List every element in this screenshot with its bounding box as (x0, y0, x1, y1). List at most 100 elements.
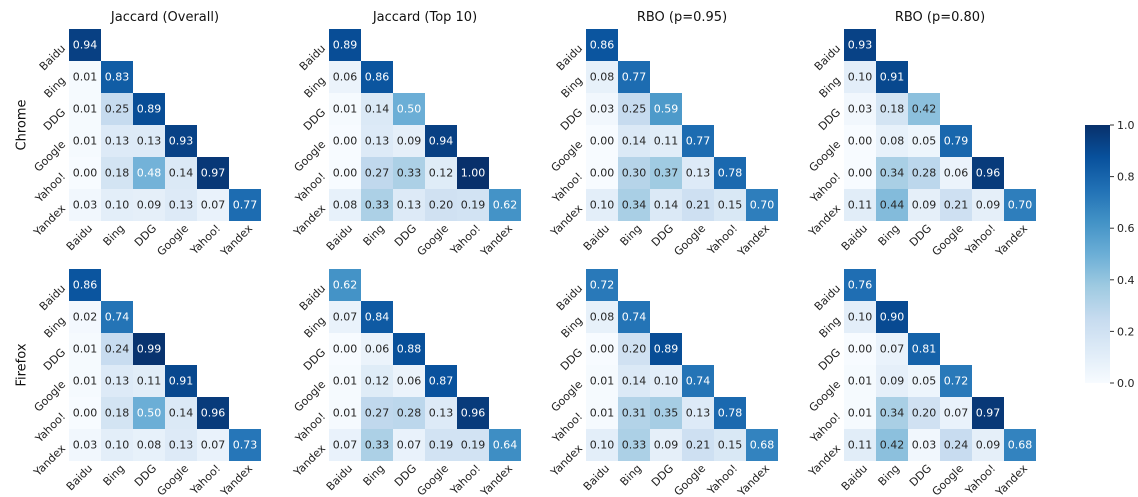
cell-value-label: 0.87 (429, 375, 454, 388)
y-tick-label-yandex: Yandex (806, 202, 844, 240)
heatmap-cell (618, 333, 650, 365)
heatmap-cell (714, 429, 746, 461)
heatmap-cell (361, 125, 393, 157)
cell-value-label: 0.06 (333, 71, 358, 84)
heatmap-cell (908, 157, 940, 189)
cell-value-label: 0.03 (590, 103, 615, 116)
heatmap-cell (361, 189, 393, 221)
cell-value-label: 0.86 (590, 39, 615, 52)
heatmap-cell (586, 429, 618, 461)
cell-value-label: 0.44 (880, 199, 905, 212)
heatmap-cell (457, 429, 489, 461)
cell-value-label: 0.06 (365, 343, 390, 356)
cell-value-label: 0.08 (590, 71, 615, 84)
x-tick-label-ddg: DDG (649, 222, 676, 249)
heatmap-cell (329, 61, 361, 93)
heatmap-cell (844, 157, 876, 189)
cell-value-label: 0.88 (397, 343, 422, 356)
cell-value-label: 0.91 (169, 375, 194, 388)
panel-firefox-jaccard-overall: 0.86 0.02 0.74 0.01 0.24 0.99 0.01 0.13 0.11 0.91… (31, 269, 261, 497)
heatmap-cell (101, 93, 133, 125)
cell-value-label: 0.18 (105, 167, 130, 180)
y-tick-label-yahoo: Yahoo! (549, 410, 585, 446)
heatmap-cell (876, 301, 908, 333)
y-tick-label-yandex: Yandex (548, 202, 586, 240)
heatmap-cell (908, 397, 940, 429)
cell-value-label: 0.86 (365, 71, 390, 84)
cell-value-label: 0.10 (848, 71, 873, 84)
x-tick-label-google: Google (414, 222, 451, 259)
panel-chrome-jaccard-overall: Jaccard (Overall) 0.94 0.01 0.83 0.01 0.25 0.8… (31, 10, 261, 259)
cell-value-label: 0.01 (73, 103, 98, 116)
cell-value-label: 0.15 (718, 199, 743, 212)
panel-chrome-rbo-p-0-80: RBO (p=0.80) 0.93 0.10 0.91 0.03 0.18 0.42 0.00… (806, 10, 1036, 259)
x-tick-label-bing: Bing (361, 462, 388, 489)
heatmap-cell (361, 61, 393, 93)
y-tick-label-baidu: Baidu (37, 282, 68, 313)
heatmap-cell (908, 125, 940, 157)
heatmap-cell (329, 93, 361, 125)
heatmap-cell (682, 397, 714, 429)
cell-value-label: 0.15 (718, 439, 743, 452)
x-tick-label-ddg: DDG (649, 462, 676, 489)
x-tick-label-baidu: Baidu (64, 222, 95, 253)
heatmap-cell (876, 157, 908, 189)
heatmap-cell (69, 189, 101, 221)
heatmap-cell (69, 429, 101, 461)
heatmap-cell (682, 157, 714, 189)
heatmap-cell (133, 93, 165, 125)
cell-value-label: 0.13 (169, 199, 194, 212)
cell-value-label: 0.77 (233, 199, 258, 212)
cell-value-label: 0.11 (137, 375, 162, 388)
heatmap-cell (69, 93, 101, 125)
heatmap-cell (940, 397, 972, 429)
cell-value-label: 0.37 (654, 167, 679, 180)
y-tick-label-yandex: Yandex (548, 442, 586, 480)
heatmap-cell (618, 189, 650, 221)
colorbar: 0.0 0.2 0.4 0.6 0.8 1.0 (1085, 119, 1135, 390)
y-tick-label-baidu: Baidu (37, 42, 68, 73)
heatmap-cell (844, 429, 876, 461)
heatmap-cell (586, 29, 618, 61)
cell-value-label: 0.10 (590, 439, 615, 452)
cell-value-label: 0.11 (848, 199, 873, 212)
cell-value-label: 0.19 (461, 199, 486, 212)
heatmap-cell (457, 397, 489, 429)
cell-value-label: 0.01 (333, 407, 358, 420)
heatmap-cell (618, 157, 650, 189)
heatmap-cell (586, 189, 618, 221)
colorbar-tick-label: 1.0 (1117, 119, 1135, 132)
cell-value-label: 0.74 (105, 311, 130, 324)
cell-value-label: 0.00 (590, 167, 615, 180)
cell-value-label: 0.14 (365, 103, 390, 116)
x-tick-label-baidu: Baidu (839, 222, 870, 253)
cell-value-label: 0.68 (750, 439, 775, 452)
x-tick-label-baidu: Baidu (581, 462, 612, 493)
heatmap-cell (133, 397, 165, 429)
cell-value-label: 0.83 (105, 71, 130, 84)
heatmap-cell (101, 125, 133, 157)
heatmap-cell (393, 397, 425, 429)
cell-value-label: 0.07 (944, 407, 969, 420)
heatmap-cell (361, 157, 393, 189)
heatmap-cell (650, 397, 682, 429)
cell-value-label: 0.09 (976, 439, 1001, 452)
cell-value-label: 0.97 (201, 167, 226, 180)
cell-value-label: 0.13 (397, 199, 422, 212)
heatmap-cell (844, 397, 876, 429)
heatmap-cell (393, 365, 425, 397)
cell-value-label: 0.00 (333, 167, 358, 180)
heatmap-cell (586, 365, 618, 397)
cell-value-label: 0.28 (912, 167, 937, 180)
y-tick-label-google: Google (291, 138, 328, 175)
x-tick-label-ddg: DDG (392, 222, 419, 249)
panel-chrome-rbo-p-0-95: RBO (p=0.95) 0.86 0.08 0.77 0.03 0.25 0.59 0.00… (548, 10, 778, 259)
colorbar-tick-label: 0.8 (1117, 171, 1135, 184)
cell-value-label: 0.03 (73, 439, 98, 452)
x-tick-label-google: Google (154, 462, 191, 497)
x-tick-label-google: Google (929, 462, 966, 497)
row-label-chrome: Chrome (15, 100, 30, 151)
cell-value-label: 0.18 (105, 407, 130, 420)
panel-chrome-jaccard-top-10: Jaccard (Top 10) 0.89 0.06 0.86 0.01 0.14 0.50… (291, 10, 521, 259)
cell-value-label: 0.77 (622, 71, 647, 84)
